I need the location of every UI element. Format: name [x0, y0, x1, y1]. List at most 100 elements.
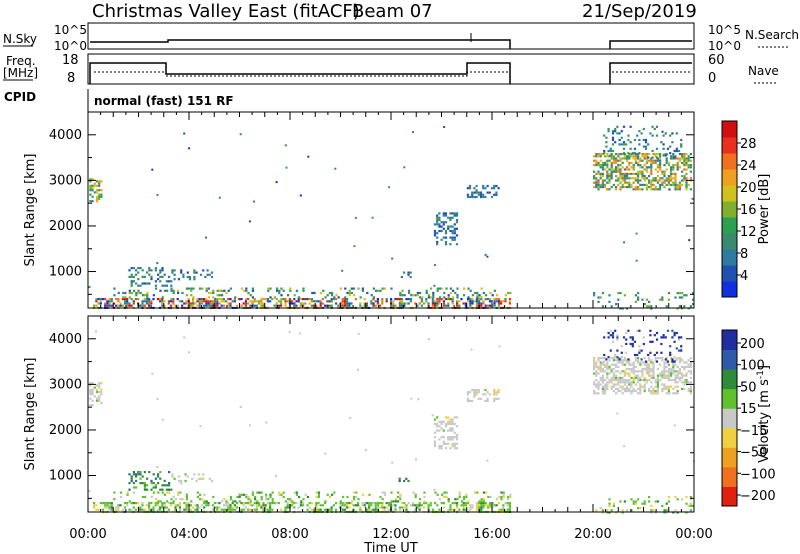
heatmap-cell [143, 304, 146, 307]
heatmap-cell [225, 508, 228, 511]
heatmap-cell [381, 491, 384, 494]
heatmap-cell [262, 504, 265, 507]
heatmap-cell [89, 388, 92, 391]
heatmap-cell [170, 488, 173, 491]
heatmap-cell [199, 493, 202, 496]
heatmap-cell [249, 500, 252, 503]
heatmap-cell [203, 502, 206, 505]
heatmap-cell [348, 289, 351, 292]
heatmap-cell [438, 420, 441, 423]
heatmap-cell [681, 179, 684, 182]
heatmap-cell [350, 502, 353, 505]
heatmap-cell [221, 500, 224, 503]
heatmap-cell [216, 506, 219, 509]
heatmap-cell [353, 495, 356, 499]
heatmap-cell [608, 372, 611, 375]
heatmap-cell [650, 374, 653, 377]
heatmap-cell [497, 391, 500, 394]
heatmap-cell [687, 183, 690, 186]
heatmap-cell [447, 498, 450, 501]
heatmap-cell [170, 300, 173, 303]
heatmap-cell [458, 491, 461, 494]
heatmap-cell [648, 379, 651, 382]
heatmap-cell [148, 269, 151, 272]
heatmap-cell [214, 506, 217, 509]
heatmap-cell [670, 166, 673, 169]
heatmap-cell [141, 508, 144, 511]
heatmap-cell [264, 506, 267, 509]
heatmap-cell [595, 153, 598, 156]
heatmap-cell [636, 134, 639, 137]
heatmap-cell [645, 157, 648, 160]
heatmap-cell [200, 298, 203, 301]
heatmap-cell [403, 302, 406, 305]
heatmap-cell [650, 509, 653, 512]
heatmap-cell [416, 294, 419, 297]
heatmap-cell [223, 289, 226, 292]
heatmap-cell [648, 181, 651, 184]
heatmap-cell [685, 372, 688, 375]
heatmap-cell [436, 504, 439, 507]
heatmap-cell [251, 491, 254, 494]
heatmap-cell [95, 191, 99, 194]
heatmap-cell [661, 181, 664, 184]
heatmap-cell [255, 300, 258, 303]
heatmap-cell [444, 212, 448, 215]
heatmap-cell [672, 365, 675, 368]
heatmap-cell [642, 138, 645, 142]
heatmap-cell [484, 304, 487, 307]
heatmap-cell [629, 336, 632, 339]
heatmap-cell [405, 506, 408, 509]
heatmap-cell [480, 498, 483, 501]
heatmap-cell [449, 447, 452, 450]
heatmap-cell [171, 271, 174, 274]
heatmap-cell [599, 153, 602, 156]
heatmap-speck [88, 286, 91, 289]
heatmap-cell [135, 294, 138, 297]
heatmap-cell [482, 291, 485, 295]
heatmap-cell [212, 289, 215, 292]
heatmap-cell [467, 300, 470, 303]
heatmap-cell [652, 361, 655, 364]
heatmap-cell [341, 302, 344, 305]
heatmap-cell [660, 336, 663, 339]
heatmap-cell [383, 287, 386, 290]
heatmap-cell [451, 444, 454, 448]
heatmap-cell [597, 383, 600, 386]
heatmap-cell [344, 296, 347, 299]
heatmap-cell [295, 502, 298, 505]
heatmap-cell [462, 302, 465, 305]
heatmap-cell [672, 157, 675, 160]
heatmap-cell [121, 298, 124, 301]
heatmap-cell [444, 214, 448, 217]
heatmap-speck [427, 338, 430, 341]
heatmap-cell [267, 289, 270, 292]
heatmap-cell [150, 495, 153, 499]
heatmap-cell [500, 300, 503, 303]
heatmap-cell [418, 508, 421, 511]
heatmap-cell [615, 370, 618, 373]
heatmap-cell [675, 149, 678, 153]
heatmap-cell [627, 152, 630, 155]
heatmap-cell [150, 300, 153, 303]
heatmap-cell [599, 376, 602, 379]
heatmap-cell [414, 294, 417, 297]
heatmap-cell [244, 506, 247, 509]
heatmap-cell [622, 152, 626, 155]
heatmap-cell [89, 384, 92, 387]
heatmap-cell [368, 502, 371, 505]
heatmap-cell [676, 168, 679, 171]
heatmap-cell [453, 502, 456, 505]
heatmap-cell [489, 304, 492, 307]
heatmap-cell [672, 392, 675, 395]
heatmap-cell [420, 504, 423, 507]
heatmap-cell [648, 159, 651, 162]
heatmap-cell [93, 504, 96, 507]
heatmap-cell [258, 504, 261, 507]
heatmap-cell [621, 376, 624, 379]
heatmap-cell [253, 508, 256, 511]
heatmap-cell [617, 381, 620, 384]
heatmap-cell [196, 300, 199, 303]
heatmap-speck [199, 425, 202, 428]
heatmap-cell [643, 183, 646, 186]
